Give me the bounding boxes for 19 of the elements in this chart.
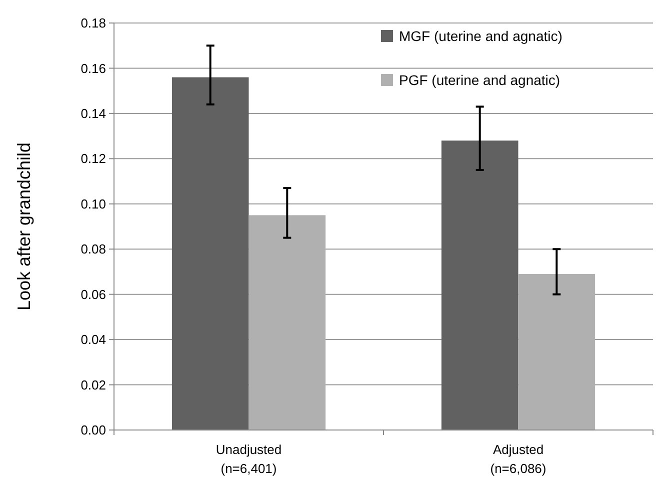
- y-tick-label: 0.00: [80, 422, 106, 438]
- bar: [248, 215, 326, 430]
- y-tick-label: 0.08: [80, 242, 106, 257]
- bar: [518, 274, 596, 430]
- legend-label: MGF (uterine and agnatic): [399, 28, 562, 44]
- y-tick-label: 0.18: [80, 16, 106, 31]
- y-tick-label: 0.16: [80, 60, 106, 76]
- x-tick-label: Adjusted (n=6,086): [490, 442, 546, 476]
- y-tick-label: 0.06: [80, 286, 106, 302]
- bar: [441, 140, 518, 430]
- y-axis-title: Look after grandchild: [14, 142, 34, 311]
- y-tick-label: 0.04: [80, 332, 106, 348]
- x-tick-label: Unadjusted (n=6,401): [216, 442, 282, 476]
- y-tick-label: 0.10: [80, 196, 106, 212]
- legend-label: PGF (uterine and agnatic): [399, 72, 560, 88]
- y-tick-label: 0.14: [80, 106, 106, 121]
- bar: [172, 77, 249, 430]
- y-tick-label: 0.02: [80, 377, 106, 392]
- y-tick-label: 0.12: [80, 151, 106, 166]
